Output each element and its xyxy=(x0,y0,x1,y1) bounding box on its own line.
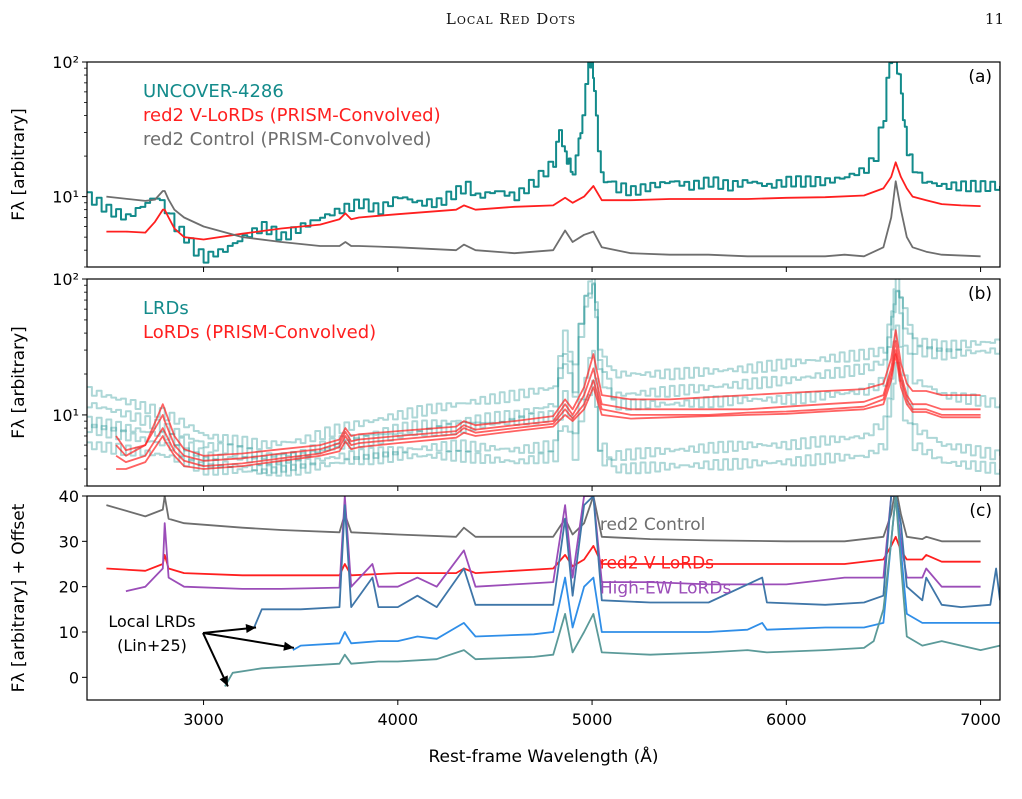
series-line xyxy=(87,361,1000,477)
x-tick-label: 5000 xyxy=(572,710,613,729)
y-tick-label: 10¹ xyxy=(52,188,79,207)
page-number: 11 xyxy=(984,10,1004,28)
annotation-reference: (Lin+25) xyxy=(117,636,187,655)
legend-entry: LoRDs (PRISM-Convolved) xyxy=(143,322,376,343)
legend-entry: red2 Control (PRISM-Convolved) xyxy=(143,129,431,150)
running-head: Local Red Dots xyxy=(445,10,577,28)
series-line xyxy=(115,329,981,457)
y-tick-label: 30 xyxy=(59,532,79,551)
panel-1: 10¹ 10² Fλ [arbitrary] (a) UNCOVER-4286 red2 … xyxy=(9,53,1001,272)
plot-frame xyxy=(86,61,1001,268)
annotation-local-lrds: Local LRDs xyxy=(108,612,195,631)
plot-frame xyxy=(86,495,1001,701)
series-line xyxy=(125,496,981,593)
series-label: High-EW LoRDs xyxy=(600,578,732,598)
y-axis-label: Fλ [arbitrary] + Offset xyxy=(9,503,29,692)
legend-entry: UNCOVER-4286 xyxy=(143,81,284,102)
x-tick-label: 6000 xyxy=(766,710,807,729)
series-line xyxy=(106,180,981,258)
series-line xyxy=(106,161,981,241)
series-line xyxy=(115,349,981,467)
legend-entry: LRDs xyxy=(143,298,189,319)
legend-entry: red2 V-LoRDs (PRISM-Convolved) xyxy=(143,105,441,126)
x-tick-label: 4000 xyxy=(377,710,418,729)
panel-label: (a) xyxy=(968,67,992,87)
panel-1-series xyxy=(87,62,1000,264)
panel-3: 0 10 20 30 40 3000 4000 5000 6000 7000 Fλ [arbitra… xyxy=(9,487,1001,767)
y-tick-label: 10¹ xyxy=(52,406,79,425)
series-line xyxy=(115,340,981,462)
series-line xyxy=(106,535,981,577)
y-axis-label: Fλ [arbitrary] xyxy=(9,326,29,439)
y-axis-label: Fλ [arbitrary] xyxy=(9,108,29,221)
series-line xyxy=(253,496,1000,628)
panel-label: (c) xyxy=(969,501,992,521)
annotation-arrowhead xyxy=(283,641,294,651)
x-tick-label: 7000 xyxy=(960,710,1001,729)
series-line xyxy=(87,62,1000,264)
page-header: Local Red Dots 11 xyxy=(0,0,1022,50)
y-tick-label: 40 xyxy=(59,487,79,506)
annotation-arrowhead xyxy=(219,675,228,687)
series-line xyxy=(106,496,981,543)
panel-2: 10¹ 10² Fλ [arbitrary] (b) LRDs LoRDs (PRISM-… xyxy=(9,270,1001,491)
series-line xyxy=(87,279,1000,451)
annotation-arrowhead xyxy=(245,624,257,633)
series-label: red2 V-LoRDs xyxy=(600,554,714,574)
series-line xyxy=(224,496,1000,687)
plot-frame xyxy=(86,278,1001,487)
panel-2-series xyxy=(87,279,1000,477)
panel-3-series xyxy=(106,496,1000,687)
y-tick-label: 0 xyxy=(69,668,79,687)
series-line xyxy=(87,283,1000,460)
y-tick-label: 10² xyxy=(52,53,79,72)
y-tick-label: 20 xyxy=(59,578,79,597)
series-label: red2 Control xyxy=(600,515,706,535)
annotation-arrow xyxy=(202,632,295,649)
panel-label: (b) xyxy=(968,284,992,304)
x-tick-label: 3000 xyxy=(183,710,224,729)
x-axis-label: Rest-frame Wavelength (Å) xyxy=(428,745,658,767)
series-line xyxy=(116,353,981,470)
y-tick-label: 10 xyxy=(59,623,79,642)
y-tick-label: 10² xyxy=(52,270,79,289)
